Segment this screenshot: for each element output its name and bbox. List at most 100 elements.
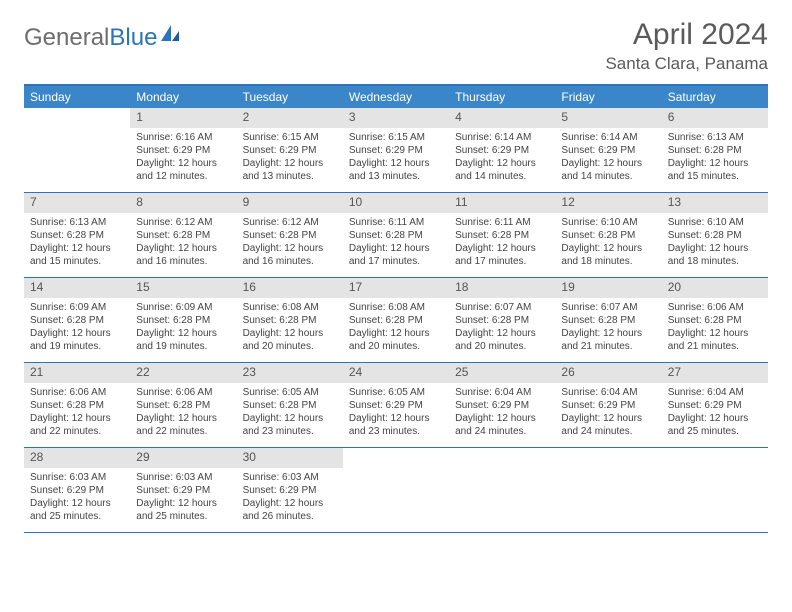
day-number: 13 — [662, 193, 768, 213]
sunset-line: Sunset: 6:29 PM — [349, 144, 443, 157]
day-cell: 10Sunrise: 6:11 AMSunset: 6:28 PMDayligh… — [343, 193, 449, 277]
sunrise-line: Sunrise: 6:15 AM — [349, 131, 443, 144]
daylight-line: Daylight: 12 hours and 25 minutes. — [136, 497, 230, 523]
weeks-container: 1Sunrise: 6:16 AMSunset: 6:29 PMDaylight… — [24, 108, 768, 533]
day-content: Sunrise: 6:13 AMSunset: 6:28 PMDaylight:… — [662, 128, 768, 189]
sunset-line: Sunset: 6:29 PM — [243, 484, 337, 497]
day-cell: 6Sunrise: 6:13 AMSunset: 6:28 PMDaylight… — [662, 108, 768, 192]
day-content: Sunrise: 6:06 AMSunset: 6:28 PMDaylight:… — [130, 383, 236, 444]
logo-text: GeneralBlue — [24, 24, 157, 52]
sunrise-line: Sunrise: 6:04 AM — [561, 386, 655, 399]
logo-word-2: Blue — [109, 24, 157, 51]
daylight-line: Daylight: 12 hours and 14 minutes. — [561, 157, 655, 183]
day-number: 2 — [237, 108, 343, 128]
daylight-line: Daylight: 12 hours and 17 minutes. — [349, 242, 443, 268]
day-number: 12 — [555, 193, 661, 213]
sunset-line: Sunset: 6:28 PM — [561, 314, 655, 327]
sunrise-line: Sunrise: 6:04 AM — [668, 386, 762, 399]
day-cell: 22Sunrise: 6:06 AMSunset: 6:28 PMDayligh… — [130, 363, 236, 447]
sunset-line: Sunset: 6:29 PM — [243, 144, 337, 157]
day-cell: 8Sunrise: 6:12 AMSunset: 6:28 PMDaylight… — [130, 193, 236, 277]
sunrise-line: Sunrise: 6:16 AM — [136, 131, 230, 144]
day-cell: 3Sunrise: 6:15 AMSunset: 6:29 PMDaylight… — [343, 108, 449, 192]
day-content: Sunrise: 6:09 AMSunset: 6:28 PMDaylight:… — [130, 298, 236, 359]
sunrise-line: Sunrise: 6:09 AM — [136, 301, 230, 314]
day-cell — [343, 448, 449, 532]
day-cell: 25Sunrise: 6:04 AMSunset: 6:29 PMDayligh… — [449, 363, 555, 447]
daylight-line: Daylight: 12 hours and 12 minutes. — [136, 157, 230, 183]
day-content: Sunrise: 6:10 AMSunset: 6:28 PMDaylight:… — [662, 213, 768, 274]
sunset-line: Sunset: 6:28 PM — [243, 229, 337, 242]
sunset-line: Sunset: 6:29 PM — [30, 484, 124, 497]
day-cell: 24Sunrise: 6:05 AMSunset: 6:29 PMDayligh… — [343, 363, 449, 447]
daylight-line: Daylight: 12 hours and 20 minutes. — [455, 327, 549, 353]
day-cell: 27Sunrise: 6:04 AMSunset: 6:29 PMDayligh… — [662, 363, 768, 447]
day-cell: 16Sunrise: 6:08 AMSunset: 6:28 PMDayligh… — [237, 278, 343, 362]
day-content: Sunrise: 6:09 AMSunset: 6:28 PMDaylight:… — [24, 298, 130, 359]
daylight-line: Daylight: 12 hours and 13 minutes. — [349, 157, 443, 183]
daylight-line: Daylight: 12 hours and 26 minutes. — [243, 497, 337, 523]
day-content: Sunrise: 6:07 AMSunset: 6:28 PMDaylight:… — [449, 298, 555, 359]
day-cell — [662, 448, 768, 532]
day-cell: 26Sunrise: 6:04 AMSunset: 6:29 PMDayligh… — [555, 363, 661, 447]
day-number: 15 — [130, 278, 236, 298]
daylight-line: Daylight: 12 hours and 20 minutes. — [243, 327, 337, 353]
weekday-header-cell: Monday — [130, 86, 236, 108]
weekday-header-cell: Friday — [555, 86, 661, 108]
calendar-grid: SundayMondayTuesdayWednesdayThursdayFrid… — [24, 84, 768, 533]
day-cell: 1Sunrise: 6:16 AMSunset: 6:29 PMDaylight… — [130, 108, 236, 192]
daylight-line: Daylight: 12 hours and 15 minutes. — [668, 157, 762, 183]
day-cell: 7Sunrise: 6:13 AMSunset: 6:28 PMDaylight… — [24, 193, 130, 277]
daylight-line: Daylight: 12 hours and 24 minutes. — [455, 412, 549, 438]
sunrise-line: Sunrise: 6:05 AM — [349, 386, 443, 399]
sunset-line: Sunset: 6:29 PM — [349, 399, 443, 412]
day-number: 21 — [24, 363, 130, 383]
sunrise-line: Sunrise: 6:05 AM — [243, 386, 337, 399]
day-number: 1 — [130, 108, 236, 128]
day-number: 27 — [662, 363, 768, 383]
sunrise-line: Sunrise: 6:13 AM — [30, 216, 124, 229]
day-content: Sunrise: 6:07 AMSunset: 6:28 PMDaylight:… — [555, 298, 661, 359]
sunrise-line: Sunrise: 6:11 AM — [455, 216, 549, 229]
week-row: 7Sunrise: 6:13 AMSunset: 6:28 PMDaylight… — [24, 193, 768, 278]
daylight-line: Daylight: 12 hours and 14 minutes. — [455, 157, 549, 183]
day-content: Sunrise: 6:16 AMSunset: 6:29 PMDaylight:… — [130, 128, 236, 189]
daylight-line: Daylight: 12 hours and 20 minutes. — [349, 327, 443, 353]
day-number: 28 — [24, 448, 130, 468]
daylight-line: Daylight: 12 hours and 18 minutes. — [561, 242, 655, 268]
day-cell: 14Sunrise: 6:09 AMSunset: 6:28 PMDayligh… — [24, 278, 130, 362]
day-number: 8 — [130, 193, 236, 213]
day-number: 29 — [130, 448, 236, 468]
daylight-line: Daylight: 12 hours and 24 minutes. — [561, 412, 655, 438]
day-cell — [555, 448, 661, 532]
day-content: Sunrise: 6:15 AMSunset: 6:29 PMDaylight:… — [237, 128, 343, 189]
sunset-line: Sunset: 6:29 PM — [668, 399, 762, 412]
day-content: Sunrise: 6:03 AMSunset: 6:29 PMDaylight:… — [237, 468, 343, 529]
daylight-line: Daylight: 12 hours and 19 minutes. — [30, 327, 124, 353]
daylight-line: Daylight: 12 hours and 25 minutes. — [30, 497, 124, 523]
day-number: 26 — [555, 363, 661, 383]
day-number: 7 — [24, 193, 130, 213]
day-content: Sunrise: 6:08 AMSunset: 6:28 PMDaylight:… — [343, 298, 449, 359]
daylight-line: Daylight: 12 hours and 18 minutes. — [668, 242, 762, 268]
sunset-line: Sunset: 6:29 PM — [136, 484, 230, 497]
sunset-line: Sunset: 6:28 PM — [30, 399, 124, 412]
day-content: Sunrise: 6:14 AMSunset: 6:29 PMDaylight:… — [449, 128, 555, 189]
day-cell: 20Sunrise: 6:06 AMSunset: 6:28 PMDayligh… — [662, 278, 768, 362]
day-content: Sunrise: 6:05 AMSunset: 6:28 PMDaylight:… — [237, 383, 343, 444]
week-row: 14Sunrise: 6:09 AMSunset: 6:28 PMDayligh… — [24, 278, 768, 363]
daylight-line: Daylight: 12 hours and 22 minutes. — [30, 412, 124, 438]
location-label: Santa Clara, Panama — [605, 54, 768, 74]
sunset-line: Sunset: 6:28 PM — [243, 399, 337, 412]
daylight-line: Daylight: 12 hours and 21 minutes. — [561, 327, 655, 353]
sunrise-line: Sunrise: 6:03 AM — [243, 471, 337, 484]
daylight-line: Daylight: 12 hours and 16 minutes. — [136, 242, 230, 268]
day-cell: 2Sunrise: 6:15 AMSunset: 6:29 PMDaylight… — [237, 108, 343, 192]
weekday-header-cell: Saturday — [662, 86, 768, 108]
day-number: 30 — [237, 448, 343, 468]
day-content: Sunrise: 6:13 AMSunset: 6:28 PMDaylight:… — [24, 213, 130, 274]
sunrise-line: Sunrise: 6:08 AM — [349, 301, 443, 314]
day-content: Sunrise: 6:05 AMSunset: 6:29 PMDaylight:… — [343, 383, 449, 444]
day-number: 18 — [449, 278, 555, 298]
day-number: 11 — [449, 193, 555, 213]
